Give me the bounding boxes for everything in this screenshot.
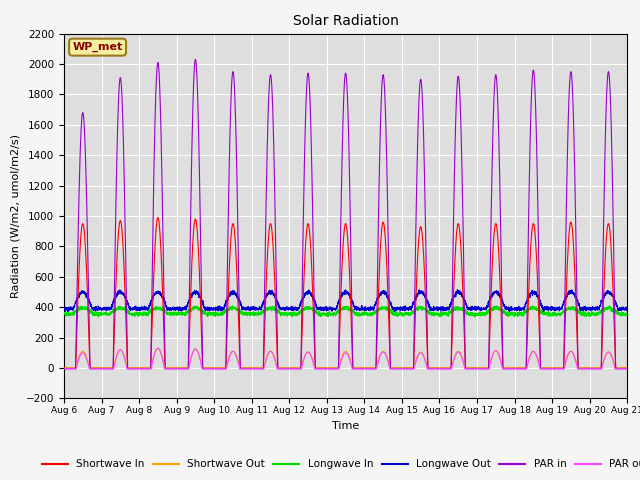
Legend: Shortwave In, Shortwave Out, Longwave In, Longwave Out, PAR in, PAR out: Shortwave In, Shortwave Out, Longwave In… [38,455,640,473]
Text: WP_met: WP_met [72,42,123,52]
Title: Solar Radiation: Solar Radiation [292,14,399,28]
X-axis label: Time: Time [332,420,359,431]
Y-axis label: Radiation (W/m2, umol/m2/s): Radiation (W/m2, umol/m2/s) [10,134,20,298]
